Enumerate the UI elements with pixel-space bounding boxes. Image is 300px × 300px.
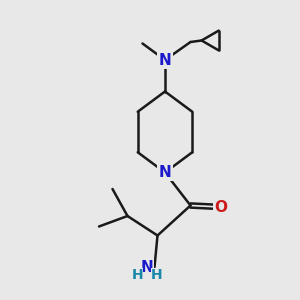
- Text: N: N: [141, 260, 153, 274]
- Text: N: N: [159, 165, 171, 180]
- Text: N: N: [159, 52, 171, 68]
- Text: O: O: [214, 200, 227, 214]
- Text: H: H: [132, 268, 143, 282]
- Text: H: H: [151, 268, 162, 282]
